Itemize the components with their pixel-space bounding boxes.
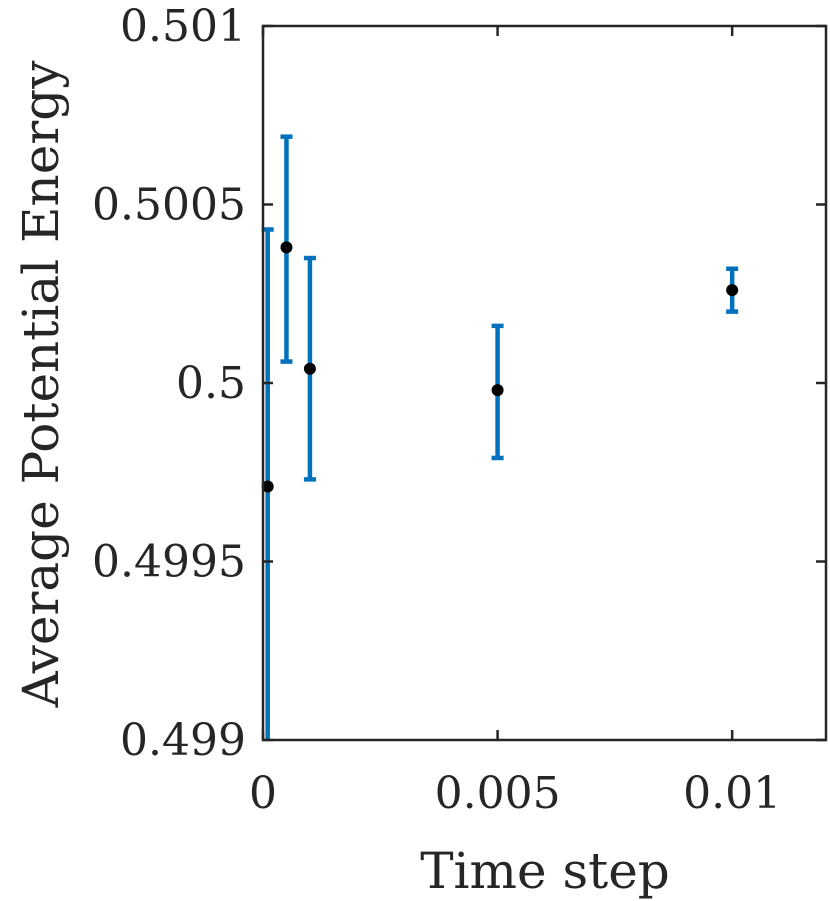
y-tick-label: 0.5 (176, 358, 246, 409)
axes: 0.499 0.4995 0.5 0.5005 0.501 0 0.005 0.01 (92, 1, 828, 819)
y-axis-title: Average Potential Energy (12, 60, 70, 709)
plot-marks (261, 134, 739, 740)
x-tick-label: 0.005 (435, 768, 561, 819)
x-tick-label: 0.01 (683, 768, 781, 819)
data-point (303, 362, 316, 375)
x-tick-label: 0 (249, 768, 277, 819)
y-tick-label: 0.499 (120, 715, 246, 766)
data-point (261, 480, 274, 493)
x-axis-title: Time step (420, 842, 670, 900)
y-tick-label: 0.4995 (92, 537, 246, 588)
plot-frame (261, 24, 828, 742)
data-point (280, 241, 293, 254)
y-tick-label: 0.501 (120, 1, 246, 52)
y-tick-label: 0.5005 (92, 180, 246, 231)
data-point (491, 384, 504, 397)
data-point (726, 284, 739, 297)
